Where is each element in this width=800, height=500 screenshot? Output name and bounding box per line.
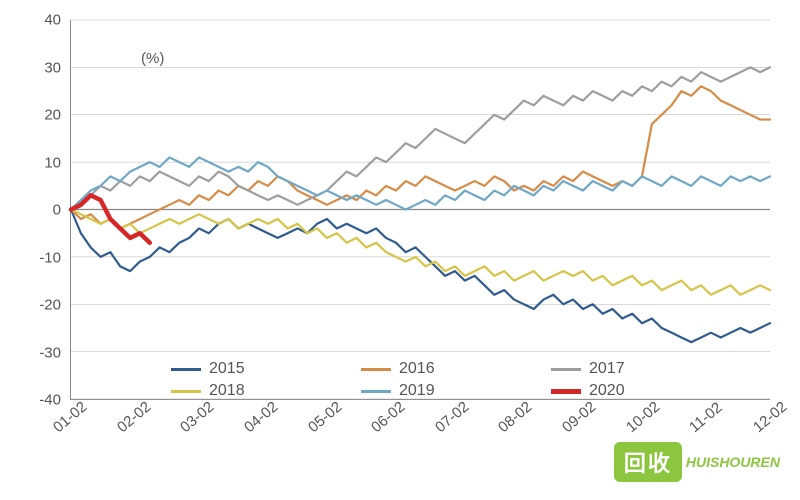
legend-label: 2018 (209, 382, 245, 400)
legend-item-2016: 2016 (361, 360, 511, 378)
legend-item-2019: 2019 (361, 382, 511, 400)
series-2015 (71, 210, 770, 343)
legend-swatch (171, 368, 201, 371)
legend-label: 2015 (209, 360, 245, 378)
x-axis-labels: 01-0202-0203-0204-0205-0206-0207-0208-02… (70, 405, 770, 445)
legend-label: 2017 (589, 360, 625, 378)
legend-item-2018: 2018 (171, 382, 321, 400)
legend-swatch (361, 368, 391, 371)
x-tick: 10-02 (623, 398, 663, 436)
series-2017 (71, 67, 770, 209)
y-tick: 0 (53, 202, 61, 219)
legend-label: 2016 (399, 360, 435, 378)
legend-item-2017: 2017 (551, 360, 701, 378)
y-tick: -40 (39, 392, 61, 409)
series-2016 (71, 86, 770, 228)
x-tick: 11-02 (686, 399, 725, 436)
y-tick: 10 (44, 154, 61, 171)
y-tick: 20 (44, 107, 61, 124)
watermark-sub: HUISHOUREN (686, 454, 780, 470)
x-tick: 08-02 (495, 398, 535, 436)
plot-area: (%) 201520162017201820192020 (70, 20, 770, 400)
legend-swatch (551, 368, 581, 371)
y-tick: 40 (44, 12, 61, 29)
legend-swatch (361, 390, 391, 393)
legend: 2015 2016 2017 2018 2019 2020 (171, 360, 771, 400)
y-axis-labels: 403020100-10-20-30-40 (10, 20, 65, 400)
legend-swatch (171, 390, 201, 393)
y-tick: -10 (39, 249, 61, 266)
x-tick: 04-02 (241, 398, 281, 436)
watermark-box: 回收 (614, 442, 682, 482)
legend-label: 2020 (589, 382, 625, 400)
x-tick: 09-02 (559, 398, 599, 436)
y-tick: 30 (44, 59, 61, 76)
legend-swatch (551, 389, 581, 394)
legend-item-2020: 2020 (551, 382, 701, 400)
chart-lines (71, 20, 770, 399)
watermark: 回收 HUISHOUREN (614, 442, 780, 482)
y-tick: -30 (39, 344, 61, 361)
legend-item-2015: 2015 (171, 360, 321, 378)
x-tick: 03-02 (177, 398, 217, 436)
x-tick: 02-02 (114, 398, 154, 436)
y-tick: -20 (39, 297, 61, 314)
legend-label: 2019 (399, 382, 435, 400)
x-tick: 07-02 (432, 398, 472, 436)
x-tick: 12-02 (750, 398, 790, 436)
chart-container: 403020100-10-20-30-40 (%) 20152016201720… (10, 10, 790, 490)
x-tick: 06-02 (368, 398, 408, 436)
x-tick: 05-02 (305, 398, 345, 436)
